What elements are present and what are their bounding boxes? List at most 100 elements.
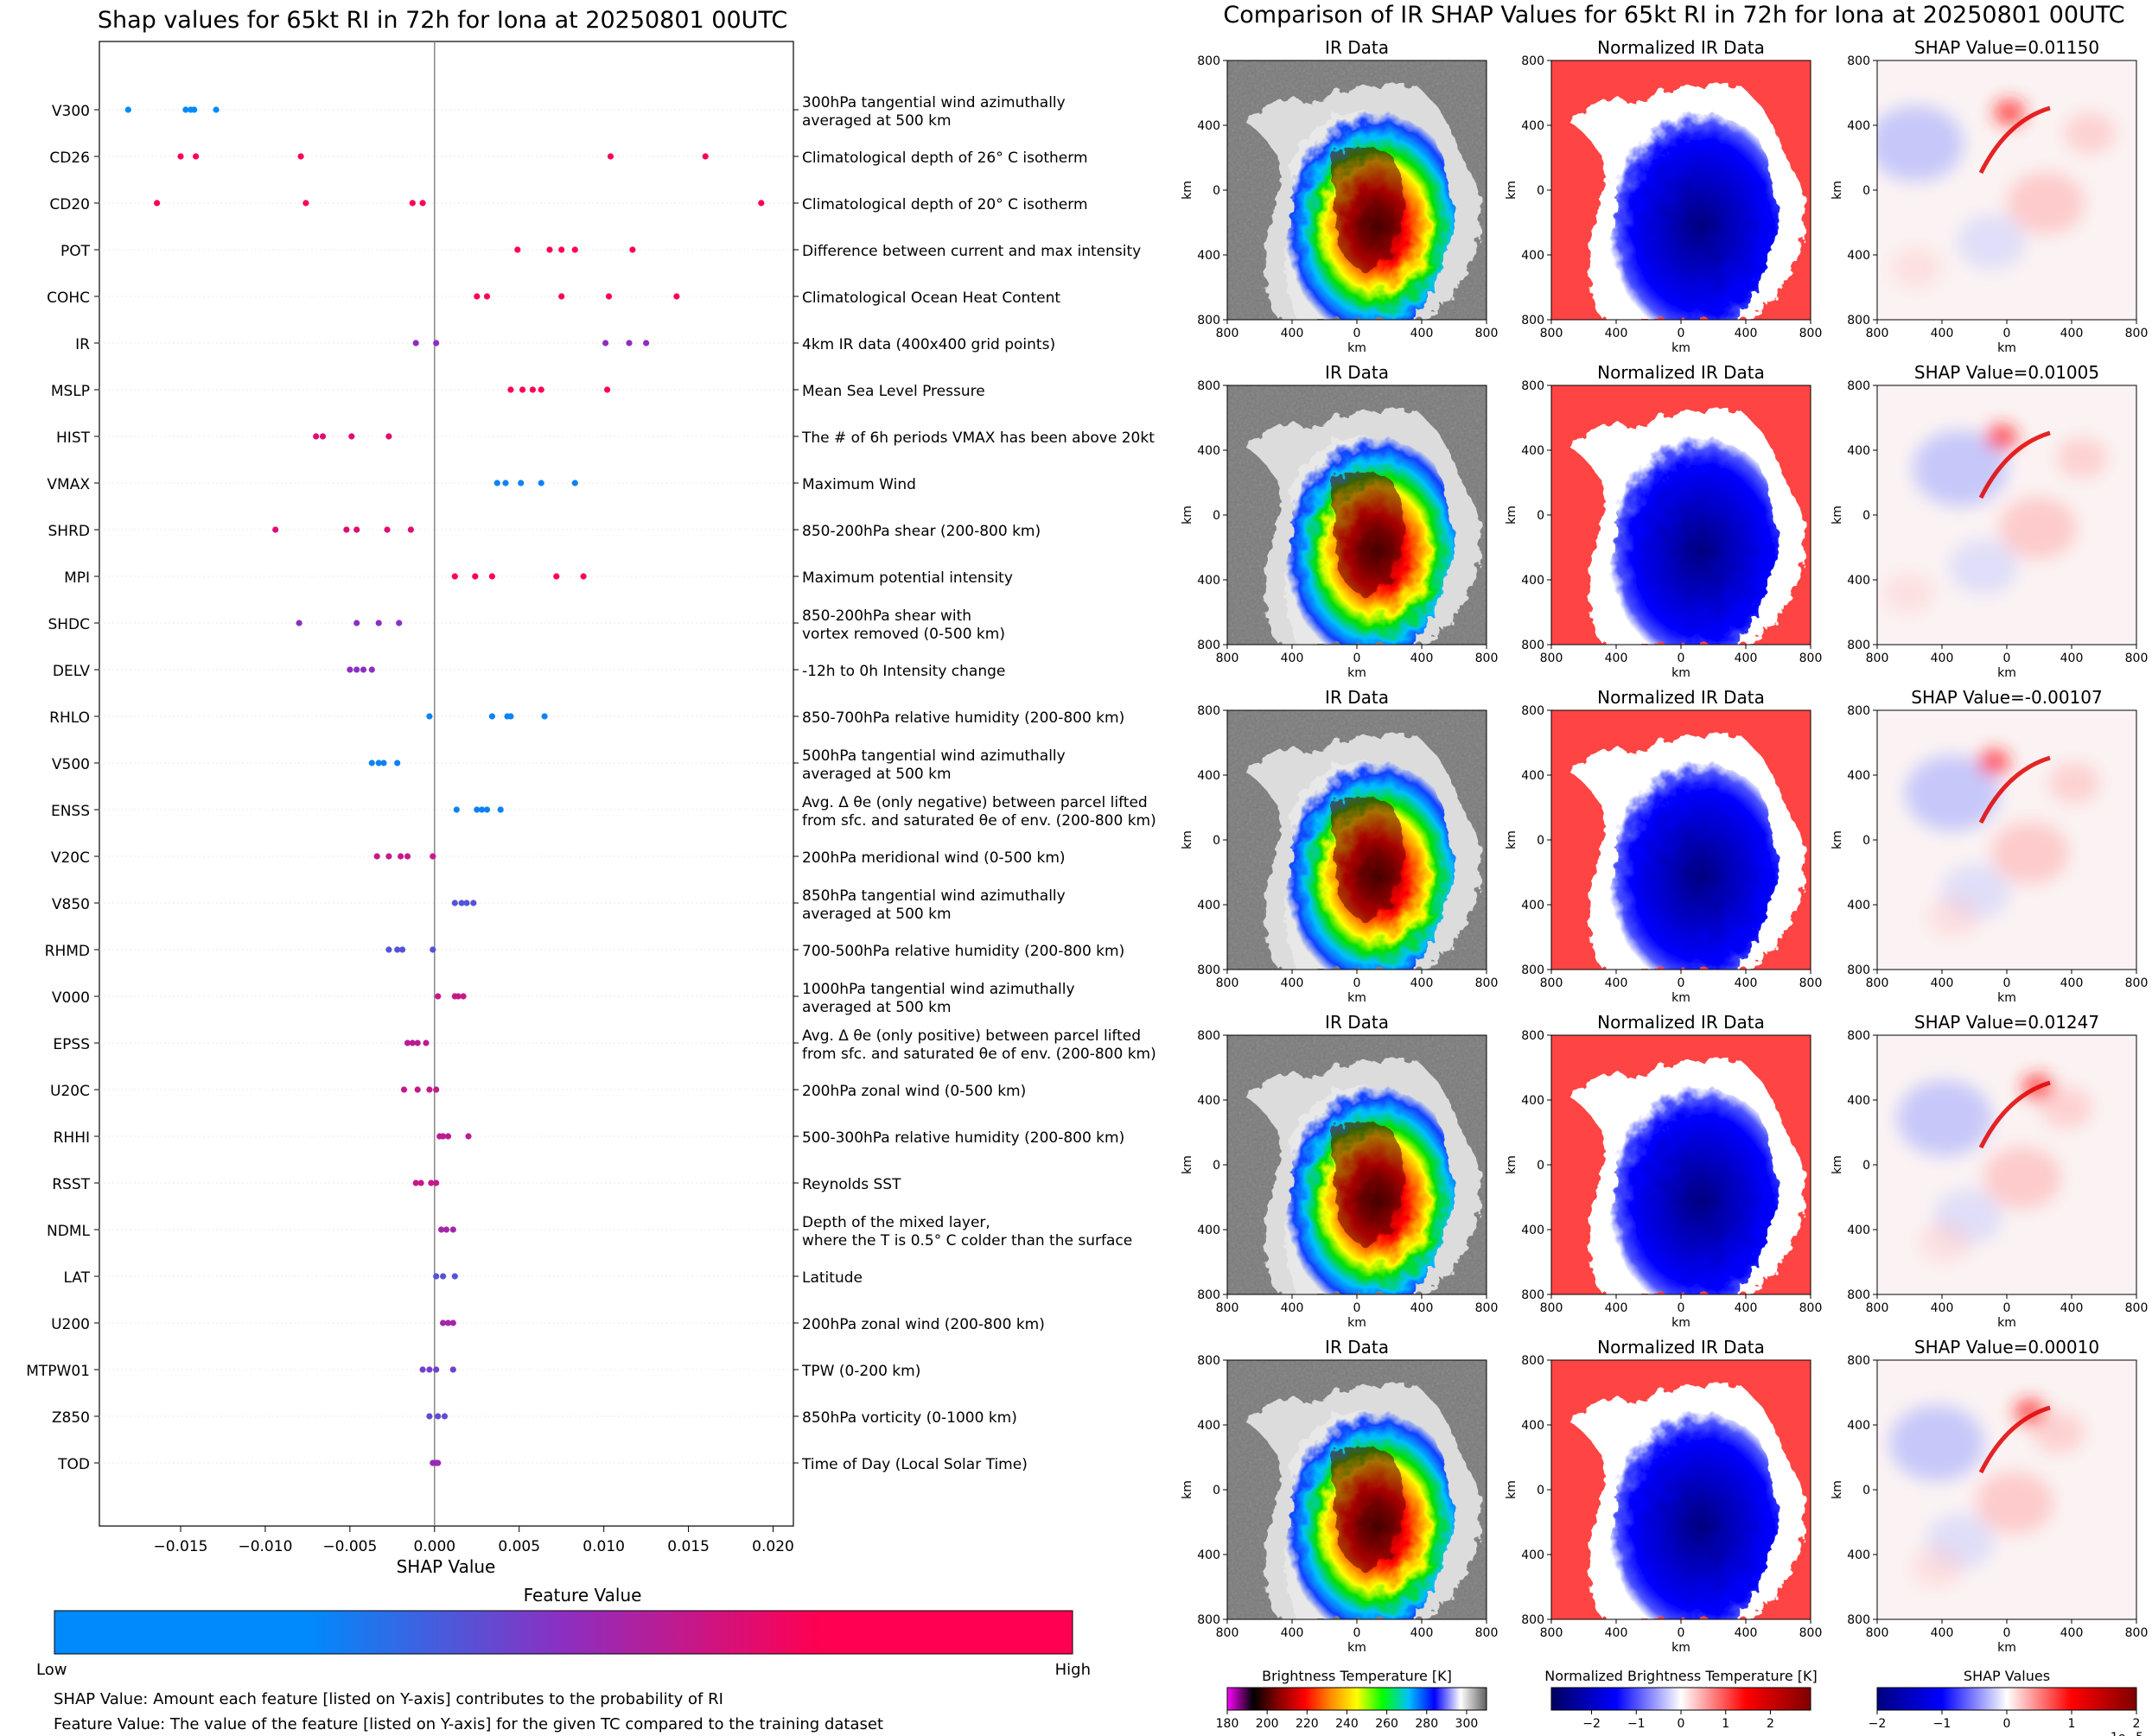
shap-point <box>580 573 587 580</box>
colorbar-exponent: 1e−5 <box>2111 1731 2143 1736</box>
shap-point <box>439 1273 447 1280</box>
x-tick-label: 0.005 <box>498 1538 540 1555</box>
panel-y-tick-label: 400 <box>1197 444 1220 458</box>
ir-image <box>1227 60 1487 320</box>
panel-image <box>1877 1035 2136 1294</box>
shap-point <box>507 713 514 720</box>
panel-x-tick-label: 800 <box>2125 1626 2149 1640</box>
row-gridlines <box>94 109 799 1464</box>
feature-description: Maximum potential intensity <box>802 569 1013 587</box>
panel-image <box>1877 1360 2136 1619</box>
shap-ridge <box>1978 105 2051 175</box>
panel-title: Normalized IR Data <box>1597 687 1765 708</box>
colorbar-tick-label: 1 <box>2068 1717 2076 1731</box>
panel-image <box>1227 1035 1487 1294</box>
shap-point <box>419 1366 426 1373</box>
feature-label: LAT <box>63 1269 90 1287</box>
panel-y-label: km <box>1505 181 1518 200</box>
panel-y-label: km <box>1830 830 1844 849</box>
panel-x-tick-label: 400 <box>1605 1301 1628 1315</box>
feature-label: COHC <box>47 289 90 307</box>
shap-point <box>497 806 504 813</box>
panel-title: SHAP Value=0.00010 <box>1914 1337 2099 1358</box>
panel-x-label: km <box>1997 991 2016 1005</box>
panel-x-tick-label: 800 <box>1216 1626 1239 1640</box>
panel-y-tick-label: 400 <box>1847 769 1870 783</box>
panel-x-tick-label: 800 <box>1866 1626 1889 1640</box>
shap-map-blobs <box>1897 1074 2092 1263</box>
panel-y-tick-label: 800 <box>1197 54 1220 68</box>
shap-point <box>394 760 401 766</box>
panel-x-tick-label: 0 <box>1678 652 1685 665</box>
shap-blob <box>1890 247 1942 289</box>
panel-y-tick-label: 0 <box>1213 834 1220 848</box>
feature-description: from sfc. and saturated θe of env. (200-… <box>802 1046 1156 1063</box>
shap-plot: V300 CD26 CD20 POT COHC IR MSLP HIST VMAX SHRD MPI… <box>26 41 1156 1555</box>
shap-point <box>398 853 404 860</box>
feature-description: averaged at 500 km <box>802 112 952 130</box>
colorbar-tick-label: 300 <box>1455 1717 1479 1731</box>
panel-y-tick-label: 800 <box>1197 379 1220 393</box>
feature-description: 850hPa tangential wind azimuthally <box>802 887 1066 905</box>
shap-point <box>430 946 436 953</box>
shap-point <box>483 806 491 813</box>
shap-point <box>458 900 465 906</box>
colorbar-tick-label: 220 <box>1296 1717 1319 1731</box>
shap-point <box>428 1180 435 1186</box>
panel-y-tick-label: 400 <box>1847 119 1870 133</box>
shap-plot-frame <box>99 41 794 1527</box>
panel-x-tick-label: 400 <box>1605 327 1628 340</box>
panel-y-tick-label: 800 <box>1197 314 1220 327</box>
panel-y-tick-label: 0 <box>1537 834 1544 848</box>
image-colorbars: Brightness Temperature [K]180 200 220 240 26… <box>1216 1668 2143 1736</box>
panel-x-tick-label: 800 <box>1799 1301 1823 1315</box>
panel-y-label: km <box>1830 1155 1844 1174</box>
shap-point <box>435 1459 442 1466</box>
shap-point <box>313 433 320 440</box>
shap-point <box>460 993 467 1000</box>
panel-x-tick-label: 0 <box>1678 976 1685 990</box>
shap-point <box>702 153 709 160</box>
feature-description: 850-700hPa relative humidity (200-800 km… <box>802 709 1124 727</box>
colorbar-high-label: High <box>1055 1661 1091 1679</box>
panel-x-tick-label: 800 <box>1216 1301 1239 1315</box>
feature-description: Depth of the mixed layer, <box>802 1214 990 1231</box>
panel-x-tick-label: 800 <box>1799 1626 1823 1640</box>
shap-point <box>124 106 131 113</box>
panel-y-tick-label: 400 <box>1521 249 1544 263</box>
panel-y-tick-label: 800 <box>1197 639 1220 652</box>
shap-point <box>483 293 491 300</box>
shap-point <box>444 1133 452 1140</box>
feature-label: U200 <box>51 1316 90 1333</box>
panel-y-tick-label: 400 <box>1847 574 1870 588</box>
shap-point <box>302 200 309 207</box>
panel-x-tick-label: 800 <box>1866 1301 1889 1315</box>
panel-x-tick-label: 400 <box>1605 1626 1628 1640</box>
panel-image <box>1877 385 2136 645</box>
panel-y-tick-label: 400 <box>1847 249 1870 263</box>
panel-x-tick-label: 400 <box>1735 1301 1758 1315</box>
feature-label: RHMD <box>45 943 90 960</box>
panel-title: Normalized IR Data <box>1597 37 1765 58</box>
shap-blob <box>1911 1547 1963 1588</box>
shap-point <box>463 900 470 906</box>
panel-x-label: km <box>1671 666 1690 680</box>
panel-x-tick-label: 400 <box>1410 1626 1434 1640</box>
feature-description: Climatological depth of 26° C isotherm <box>802 149 1088 167</box>
feature-label: RHLO <box>49 709 90 727</box>
shap-point <box>426 1413 433 1420</box>
panel-y-tick-label: 0 <box>1537 1159 1544 1173</box>
shap-point <box>571 246 578 253</box>
panel-y-tick-label: 400 <box>1197 1094 1220 1108</box>
shap-point <box>213 106 220 113</box>
feature-label: ENSS <box>51 803 90 820</box>
right-chart-title: Comparison of IR SHAP Values for 65kt RI… <box>1223 2 2124 29</box>
feature-description: 300hPa tangential wind azimuthally <box>802 94 1066 111</box>
panel-image <box>1877 710 2136 970</box>
panel-title: Normalized IR Data <box>1597 362 1765 383</box>
shap-point <box>154 200 161 207</box>
